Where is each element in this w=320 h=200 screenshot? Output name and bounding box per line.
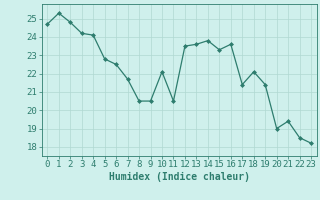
X-axis label: Humidex (Indice chaleur): Humidex (Indice chaleur)	[109, 172, 250, 182]
